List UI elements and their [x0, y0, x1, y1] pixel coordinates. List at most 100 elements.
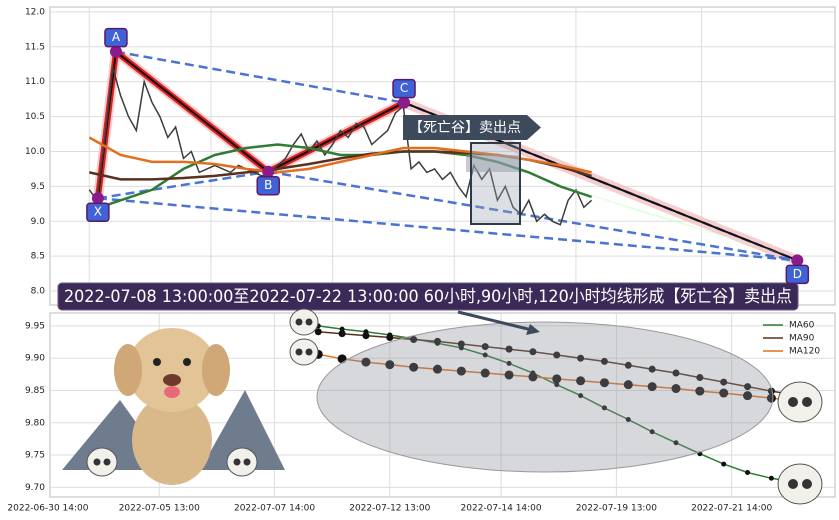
point [481, 343, 489, 351]
pattern-label: X [94, 205, 102, 219]
point [744, 383, 752, 391]
point [766, 393, 776, 403]
dashed-line [115, 50, 405, 104]
legend-label: MA60 [789, 321, 815, 331]
point [578, 393, 584, 399]
point [623, 380, 633, 390]
point [721, 461, 727, 467]
point [673, 440, 679, 446]
skulls [86, 308, 823, 505]
y-tick-label: 12.0 [25, 7, 45, 17]
point [456, 366, 466, 376]
point [504, 370, 514, 380]
y-tick-label: 9.85 [25, 386, 45, 396]
point [529, 348, 537, 356]
point [553, 351, 561, 359]
point [671, 384, 681, 394]
point [696, 374, 704, 382]
pointer-head [526, 324, 540, 335]
point [743, 391, 753, 401]
point [338, 330, 346, 338]
pattern-point [791, 254, 804, 267]
point [672, 369, 680, 377]
point [720, 378, 728, 386]
pattern-label-box [104, 27, 128, 48]
highlight-box [470, 142, 521, 225]
point [480, 368, 490, 378]
y-tick-label: 9.75 [25, 451, 45, 461]
dashed-line [97, 170, 269, 200]
highlight-ellipse [316, 321, 774, 473]
point [599, 378, 609, 388]
point [339, 326, 345, 332]
y-tick-label: 9.95 [25, 321, 45, 331]
point [577, 354, 585, 362]
point [768, 475, 774, 481]
point [410, 335, 418, 343]
point [314, 328, 322, 336]
pattern-point [262, 165, 275, 178]
series-line [88, 67, 593, 226]
dashed-line [268, 170, 798, 262]
point [385, 360, 395, 370]
pattern-label: A [112, 30, 121, 44]
point [601, 405, 607, 411]
point [649, 429, 655, 435]
y-tick-label: 9.70 [25, 483, 45, 493]
legend-label: MA90 [789, 334, 815, 344]
pattern-label-box [392, 78, 416, 99]
y-tick-label: 11.0 [25, 77, 45, 87]
pattern-label-box [256, 175, 280, 196]
pattern-label: C [400, 81, 408, 95]
point [409, 362, 419, 372]
point [362, 332, 370, 340]
point [648, 365, 656, 373]
point [745, 469, 751, 475]
point [625, 417, 631, 423]
y-tick-label: 10.0 [25, 147, 45, 157]
pattern-label-box [785, 264, 810, 285]
pattern-label-box [86, 202, 110, 222]
banner [57, 282, 799, 311]
point [647, 382, 657, 392]
pattern-point [398, 96, 411, 109]
y-tick-label: 10.5 [25, 112, 45, 122]
point [695, 386, 705, 396]
point [554, 382, 560, 388]
pattern-leg [115, 50, 269, 173]
x-tick-label: 2022-07-12 13:00 [349, 504, 430, 514]
y-tick-label: 11.5 [25, 42, 45, 52]
y-tick-label: 9.90 [25, 354, 45, 364]
y-tick-label: 9.80 [25, 418, 45, 428]
point [528, 372, 538, 382]
legend-label: MA120 [789, 347, 820, 357]
point [361, 357, 371, 367]
annotation-arrow [403, 115, 541, 140]
point [506, 360, 512, 366]
dog [114, 328, 230, 485]
y-tick-label: 8.5 [31, 252, 45, 262]
point [576, 376, 586, 386]
banner-text: 2022-07-08 13:00:00至2022-07-22 13:00:00 … [64, 287, 792, 307]
green-zone [560, 185, 797, 258]
pattern-point [109, 45, 122, 58]
x-tick-label: 2022-06-30 14:00 [7, 504, 88, 514]
x-tick-label: 2022-07-21 14:00 [691, 504, 772, 514]
y-tick-label: 8.0 [31, 287, 46, 297]
x-tick-label: 2022-07-05 13:00 [119, 504, 200, 514]
point [457, 340, 465, 348]
pointer-arrow [457, 310, 537, 333]
point [552, 374, 562, 384]
point [482, 352, 488, 358]
point [505, 345, 513, 353]
annotation: 【死亡谷】卖出点 [409, 120, 521, 136]
x-tick-label: 2022-07-14 14:00 [461, 504, 542, 514]
point [600, 357, 608, 365]
pattern-label: B [264, 178, 272, 192]
point [719, 388, 729, 398]
point [434, 337, 441, 345]
top-frame [49, 6, 836, 306]
point [624, 361, 632, 369]
point [386, 334, 394, 342]
x-tick-label: 2022-07-07 14:00 [234, 504, 315, 514]
